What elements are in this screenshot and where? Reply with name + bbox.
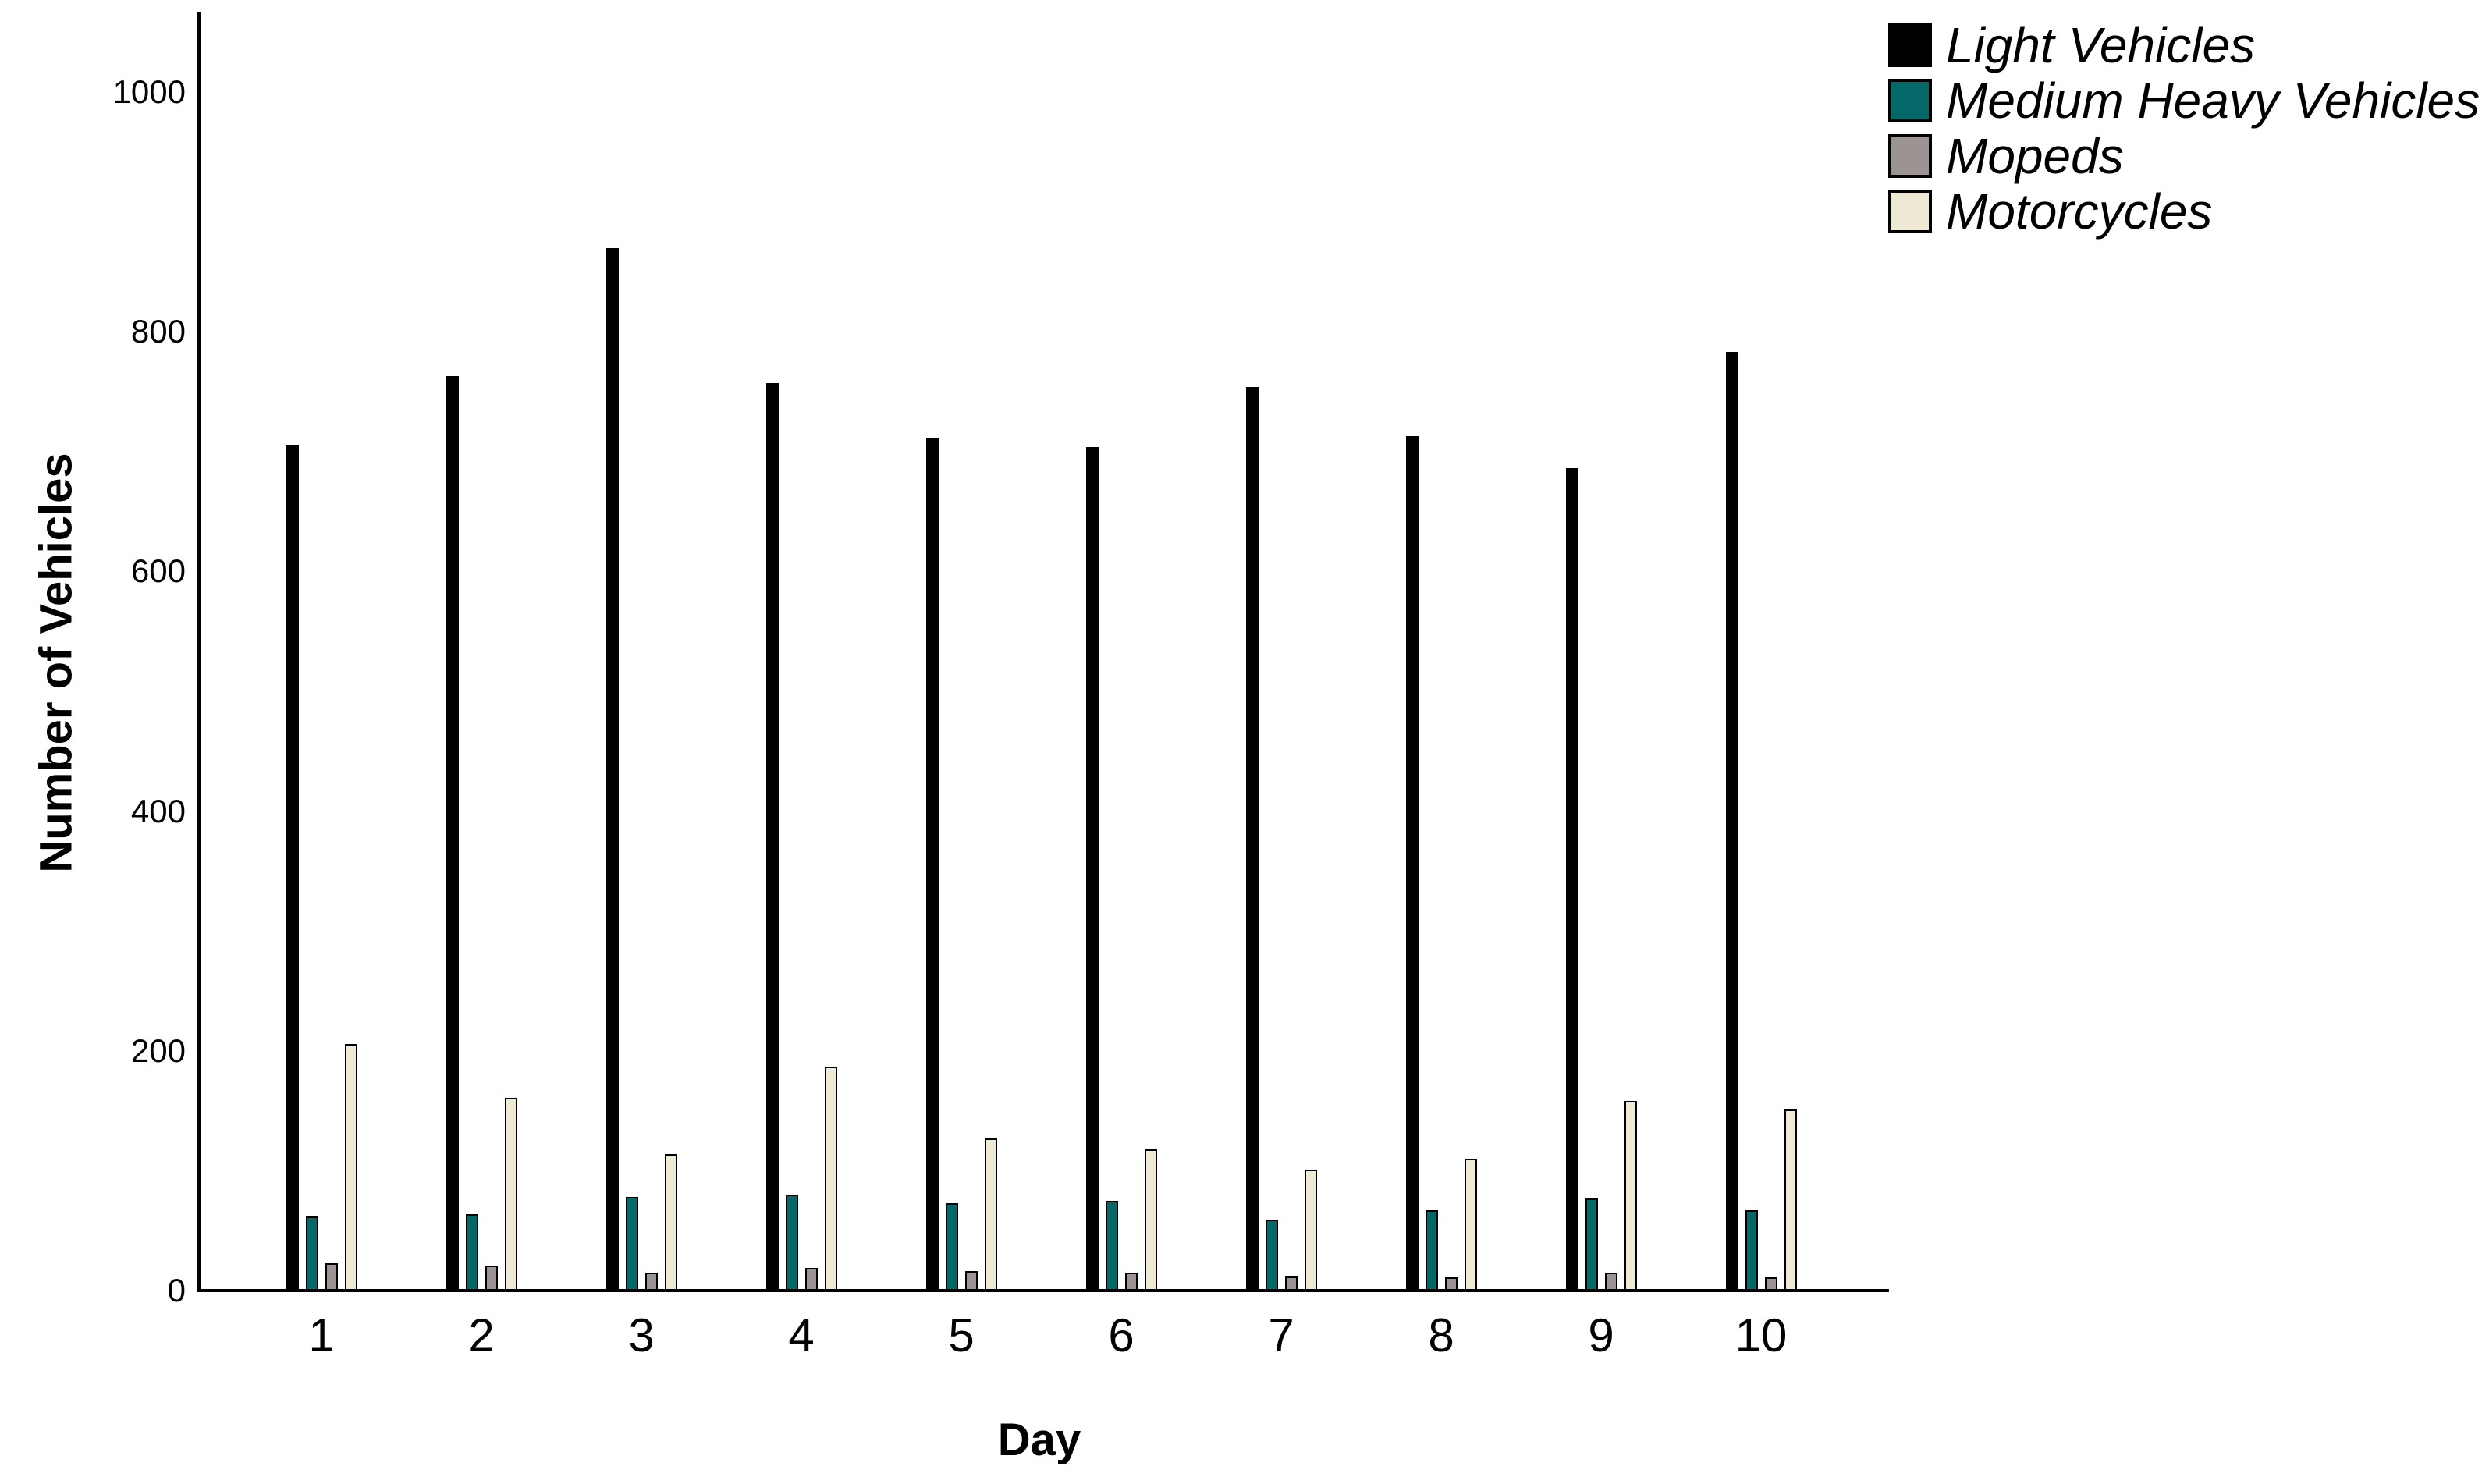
legend-row: Light Vehicles	[1888, 20, 2480, 70]
x-tick-label-day-1: 1	[308, 1309, 335, 1362]
bar-motorcycles-day-9	[1624, 1101, 1637, 1291]
x-tick-label-day-5: 5	[948, 1309, 975, 1362]
bar-mopeds-day-5	[965, 1271, 978, 1291]
bar-light-vehicles-day-10	[1726, 352, 1738, 1291]
bar-motorcycles-day-2	[505, 1098, 517, 1291]
bar-medium-heavy-vehicles-day-6	[1106, 1201, 1118, 1291]
x-tick-label-day-8: 8	[1428, 1309, 1454, 1362]
bar-mopeds-day-4	[805, 1268, 818, 1291]
legend: Light Vehicles Medium Heavy Vehicles Moped…	[1888, 20, 2480, 242]
y-tick-label: 1000	[112, 73, 186, 110]
x-tick-label-day-9: 9	[1588, 1309, 1614, 1362]
bar-mopeds-day-1	[325, 1263, 338, 1291]
legend-swatch-icon	[1888, 190, 1932, 233]
bar-light-vehicles-day-8	[1406, 436, 1419, 1291]
legend-swatch-icon	[1888, 23, 1932, 67]
bar-light-vehicles-day-6	[1086, 447, 1099, 1291]
x-tick-label-day-2: 2	[468, 1309, 495, 1362]
bar-medium-heavy-vehicles-day-5	[946, 1203, 958, 1291]
bar-mopeds-day-2	[485, 1266, 498, 1291]
bar-medium-heavy-vehicles-day-4	[786, 1195, 798, 1291]
bar-light-vehicles-day-9	[1566, 468, 1578, 1291]
bar-medium-heavy-vehicles-day-7	[1266, 1220, 1278, 1291]
bar-medium-heavy-vehicles-day-8	[1426, 1210, 1438, 1291]
x-tick-label-day-6: 6	[1108, 1309, 1134, 1362]
bar-mopeds-day-8	[1445, 1277, 1458, 1291]
bar-mopeds-day-10	[1765, 1277, 1777, 1291]
bar-light-vehicles-day-3	[606, 248, 619, 1291]
bar-motorcycles-day-5	[985, 1138, 997, 1291]
bar-motorcycles-day-7	[1305, 1170, 1317, 1291]
bar-motorcycles-day-4	[825, 1067, 837, 1291]
legend-swatch-icon	[1888, 134, 1932, 178]
bar-mopeds-day-6	[1125, 1273, 1138, 1291]
legend-row: Medium Heavy Vehicles	[1888, 76, 2480, 126]
bar-motorcycles-day-3	[665, 1154, 677, 1291]
x-tick-label-day-4: 4	[788, 1309, 815, 1362]
bar-mopeds-day-3	[645, 1273, 658, 1291]
y-tick-label: 0	[167, 1272, 186, 1308]
x-axis-line	[197, 1289, 1889, 1292]
y-axis-line	[197, 12, 201, 1292]
bar-light-vehicles-day-4	[766, 383, 779, 1291]
y-axis-title: Number of Vehicles	[30, 453, 82, 873]
bar-medium-heavy-vehicles-day-9	[1585, 1198, 1598, 1291]
x-tick-label-day-7: 7	[1268, 1309, 1294, 1362]
legend-swatch-icon	[1888, 79, 1932, 122]
x-tick-label-day-10: 10	[1735, 1309, 1788, 1362]
legend-label: Light Vehicles	[1946, 17, 2256, 73]
bar-motorcycles-day-1	[345, 1044, 357, 1291]
bar-mopeds-day-9	[1605, 1273, 1617, 1291]
bar-mopeds-day-7	[1285, 1276, 1298, 1291]
bar-light-vehicles-day-5	[926, 438, 939, 1291]
bar-medium-heavy-vehicles-day-3	[626, 1197, 638, 1291]
legend-label: Motorcycles	[1946, 183, 2213, 240]
y-tick-label: 200	[130, 1031, 186, 1069]
x-axis-title: Day	[997, 1415, 1081, 1465]
bar-motorcycles-day-6	[1145, 1149, 1157, 1291]
legend-label: Mopeds	[1946, 128, 2124, 184]
y-tick-label: 800	[130, 313, 186, 350]
legend-label: Medium Heavy Vehicles	[1946, 73, 2480, 129]
bar-medium-heavy-vehicles-day-2	[466, 1214, 478, 1291]
bar-light-vehicles-day-1	[286, 445, 299, 1291]
bar-motorcycles-day-10	[1784, 1109, 1797, 1291]
bar-medium-heavy-vehicles-day-10	[1745, 1210, 1758, 1291]
x-tick-label-day-3: 3	[628, 1309, 655, 1362]
bar-medium-heavy-vehicles-day-1	[306, 1216, 318, 1291]
legend-row: Mopeds	[1888, 131, 2480, 181]
bar-light-vehicles-day-7	[1246, 387, 1259, 1291]
legend-row: Motorcycles	[1888, 186, 2480, 236]
bar-light-vehicles-day-2	[446, 376, 459, 1291]
bar-motorcycles-day-8	[1465, 1159, 1477, 1291]
y-tick-label: 600	[130, 552, 186, 590]
y-tick-label: 400	[130, 792, 186, 829]
